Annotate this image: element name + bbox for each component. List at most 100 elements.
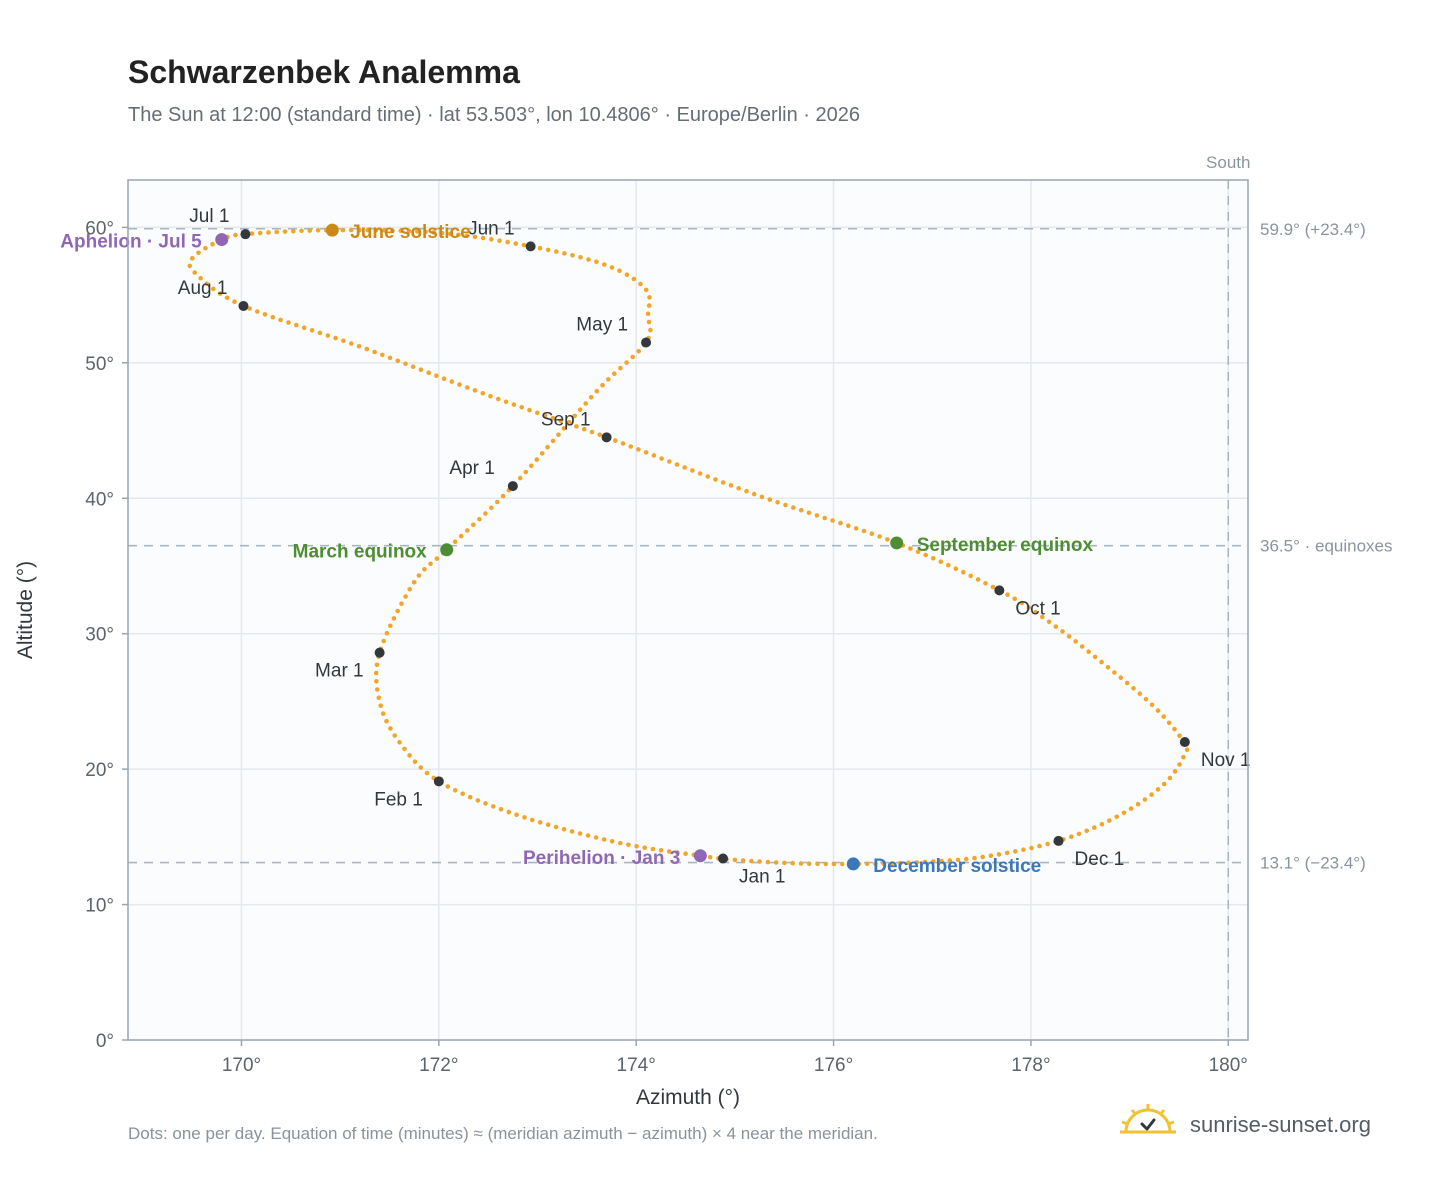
daily-dot bbox=[585, 833, 591, 838]
daily-dot bbox=[642, 845, 647, 850]
daily-dot bbox=[381, 228, 387, 233]
daily-dot bbox=[586, 257, 591, 262]
daily-dot bbox=[415, 229, 420, 234]
month-marker bbox=[601, 432, 612, 443]
daily-dot bbox=[643, 450, 649, 455]
month-label: Jul 1 bbox=[189, 206, 229, 227]
daily-dot bbox=[198, 275, 203, 281]
daily-dot bbox=[434, 373, 439, 379]
daily-dot bbox=[452, 788, 458, 793]
daily-dot bbox=[1107, 818, 1112, 823]
y-tick-label: 40° bbox=[85, 489, 114, 510]
daily-dot bbox=[961, 569, 966, 575]
y-tick-label: 60° bbox=[85, 218, 114, 239]
event-markers: June solstice December solstice March equi… bbox=[60, 222, 1093, 877]
x-tick-label: 172° bbox=[419, 1055, 458, 1076]
south-label: South bbox=[1206, 153, 1250, 172]
daily-dot bbox=[477, 516, 482, 522]
daily-dot bbox=[636, 349, 641, 354]
daily-dot bbox=[705, 474, 711, 479]
daily-dot bbox=[464, 233, 470, 239]
daily-dot bbox=[418, 765, 424, 770]
daily-dot bbox=[1092, 654, 1098, 660]
daily-dot bbox=[270, 314, 276, 320]
daily-dot bbox=[561, 426, 567, 431]
plot-area bbox=[128, 180, 1248, 1040]
month-marker bbox=[525, 241, 536, 252]
chart-title: Schwarzenbek Analemma bbox=[128, 54, 520, 90]
daily-dot bbox=[521, 242, 527, 248]
event-label: December solstice bbox=[873, 856, 1041, 877]
daily-dot bbox=[975, 577, 981, 582]
daily-dot bbox=[357, 227, 362, 233]
daily-dot bbox=[798, 861, 804, 866]
daily-dot bbox=[489, 237, 494, 242]
daily-dot bbox=[232, 299, 237, 305]
daily-dot bbox=[1005, 592, 1010, 597]
daily-dot bbox=[1161, 781, 1167, 787]
daily-dot bbox=[1135, 801, 1141, 807]
daily-dot bbox=[838, 520, 843, 526]
brand-name: sunrise-sunset.org bbox=[1190, 1112, 1371, 1137]
y-axis-label: Altitude (°) bbox=[14, 561, 37, 659]
daily-dot bbox=[609, 265, 615, 270]
brand-logo-link[interactable]: sunrise-sunset.org bbox=[1120, 1102, 1400, 1146]
daily-dot bbox=[628, 444, 633, 449]
plot-frame bbox=[127, 179, 1249, 1041]
event-label: Perihelion · Jan 3 bbox=[523, 848, 680, 869]
daily-dot bbox=[424, 770, 430, 776]
daily-dot bbox=[452, 539, 458, 544]
daily-dot bbox=[578, 254, 583, 260]
daily-dot bbox=[601, 837, 607, 842]
daily-dot bbox=[577, 407, 583, 413]
event-label: March equinox bbox=[293, 542, 428, 563]
daily-dot bbox=[889, 861, 895, 866]
daily-dot bbox=[765, 859, 771, 865]
daily-dot bbox=[307, 228, 313, 233]
daily-dot bbox=[674, 462, 680, 467]
daily-dot bbox=[647, 295, 652, 300]
daily-dot bbox=[572, 413, 577, 419]
daily-dot bbox=[375, 687, 380, 692]
daily-dot bbox=[600, 382, 605, 388]
daily-dot bbox=[341, 338, 346, 344]
daily-dot bbox=[938, 559, 944, 564]
daily-dot bbox=[636, 447, 641, 452]
daily-dot bbox=[609, 839, 615, 844]
daily-dot bbox=[588, 395, 594, 400]
daily-dot bbox=[1019, 600, 1025, 606]
daily-dot bbox=[830, 518, 835, 523]
daily-dot bbox=[378, 703, 384, 708]
daily-dot bbox=[634, 844, 639, 849]
daily-dot bbox=[873, 861, 878, 867]
daily-dot bbox=[522, 815, 527, 820]
event-marker bbox=[890, 536, 904, 550]
daily-dot bbox=[757, 859, 762, 864]
daily-dot bbox=[1069, 834, 1074, 839]
daily-dot bbox=[309, 328, 315, 333]
daily-dot bbox=[953, 566, 959, 571]
y-tick-label: 10° bbox=[85, 896, 114, 917]
daily-dot bbox=[1181, 754, 1186, 760]
analemma-daily-dots bbox=[187, 227, 1190, 867]
daily-dot bbox=[1121, 810, 1127, 816]
daily-dot bbox=[682, 465, 687, 470]
daily-dot bbox=[519, 405, 524, 410]
daily-dot bbox=[506, 809, 512, 815]
daily-dot bbox=[675, 850, 680, 855]
reference-line-label: 13.1° (−23.4°) bbox=[1260, 854, 1366, 873]
daily-dot bbox=[877, 534, 882, 539]
daily-dot bbox=[631, 276, 637, 282]
daily-dot bbox=[618, 365, 623, 371]
daily-dot bbox=[1155, 787, 1161, 792]
daily-dot bbox=[434, 556, 440, 561]
daily-dot bbox=[282, 229, 288, 234]
daily-dot bbox=[732, 857, 738, 863]
daily-dot bbox=[294, 322, 299, 328]
event-marker bbox=[215, 233, 229, 247]
daily-dot bbox=[581, 426, 587, 432]
daily-dot bbox=[964, 856, 969, 862]
daily-dot bbox=[460, 791, 466, 797]
daily-dot bbox=[475, 798, 481, 803]
daily-dot bbox=[968, 573, 973, 579]
